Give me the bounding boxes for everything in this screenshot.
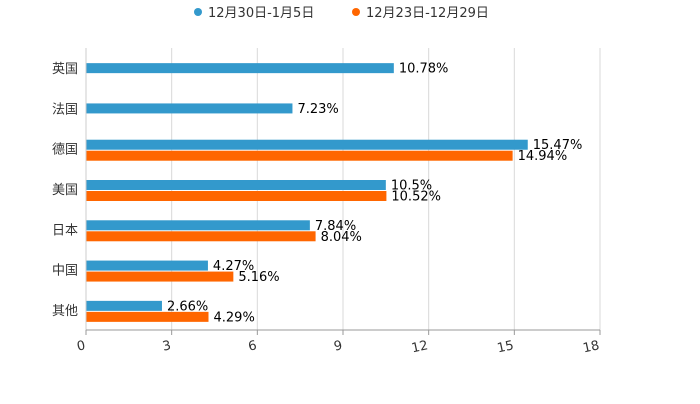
x-tick-label-6: 18 [582, 338, 601, 356]
value-labels: 10.78% 7.23% 15.47%14.94% 10.5%10.52% 7.84%8… [167, 62, 582, 326]
bar-s1-0 [86, 63, 394, 74]
value-label-s1-6: 2.66% [167, 299, 208, 314]
y-tick-label-4: 日本 [52, 223, 78, 238]
legend-label-2: 12月23日-12月29日 [366, 6, 489, 21]
y-tick-label-1: 法国 [52, 102, 78, 117]
bar-s1-2 [86, 139, 528, 150]
value-label-s2-3: 10.52% [391, 190, 441, 205]
legend-label-1: 12月30日-1月5日 [208, 6, 314, 21]
x-tick-label-5: 15 [496, 338, 515, 356]
x-tick-label-0: 0 [76, 338, 87, 354]
legend-marker-2 [352, 8, 360, 16]
bar-s2-6 [86, 311, 209, 322]
y-tick-label-0: 英国 [52, 62, 78, 77]
y-tick-label-3: 美国 [52, 183, 78, 198]
bars [86, 63, 528, 322]
legend: 12月30日-1月5日 12月23日-12月29日 [194, 6, 489, 21]
value-label-s1-1: 7.23% [297, 102, 338, 117]
value-label-s1-0: 10.78% [399, 62, 449, 77]
y-tick-label-2: 德国 [52, 143, 78, 158]
value-label-s1-2: 15.47% [533, 138, 583, 153]
x-tick-label-2: 6 [247, 338, 258, 354]
bar-s2-2 [86, 150, 513, 161]
value-label-s2-6: 4.29% [214, 310, 255, 325]
bar-s2-4 [86, 231, 316, 242]
value-label-s2-2: 14.94% [518, 149, 568, 164]
value-label-s2-4: 8.04% [321, 230, 362, 245]
x-tick-label-3: 9 [333, 338, 344, 354]
bar-s1-4 [86, 220, 310, 231]
bar-s1-5 [86, 260, 208, 271]
value-label-s1-3: 10.5% [391, 179, 432, 194]
bar-s1-1 [86, 103, 293, 114]
value-label-s1-5: 4.27% [213, 259, 254, 274]
x-axis: 0 3 6 9 12 15 18 [76, 329, 601, 356]
bar-s2-5 [86, 271, 234, 282]
legend-marker-1 [194, 8, 202, 16]
value-label-s1-4: 7.84% [315, 219, 356, 234]
x-tick-label-4: 12 [410, 338, 429, 356]
bar-s1-3 [86, 180, 386, 190]
y-tick-label-6: 其他 [52, 304, 78, 319]
value-label-s2-5: 5.16% [238, 270, 279, 285]
bar-s1-6 [86, 300, 162, 311]
x-tick-label-1: 3 [161, 338, 172, 354]
bar-s2-3 [86, 191, 387, 201]
y-tick-label-5: 中国 [52, 264, 78, 279]
